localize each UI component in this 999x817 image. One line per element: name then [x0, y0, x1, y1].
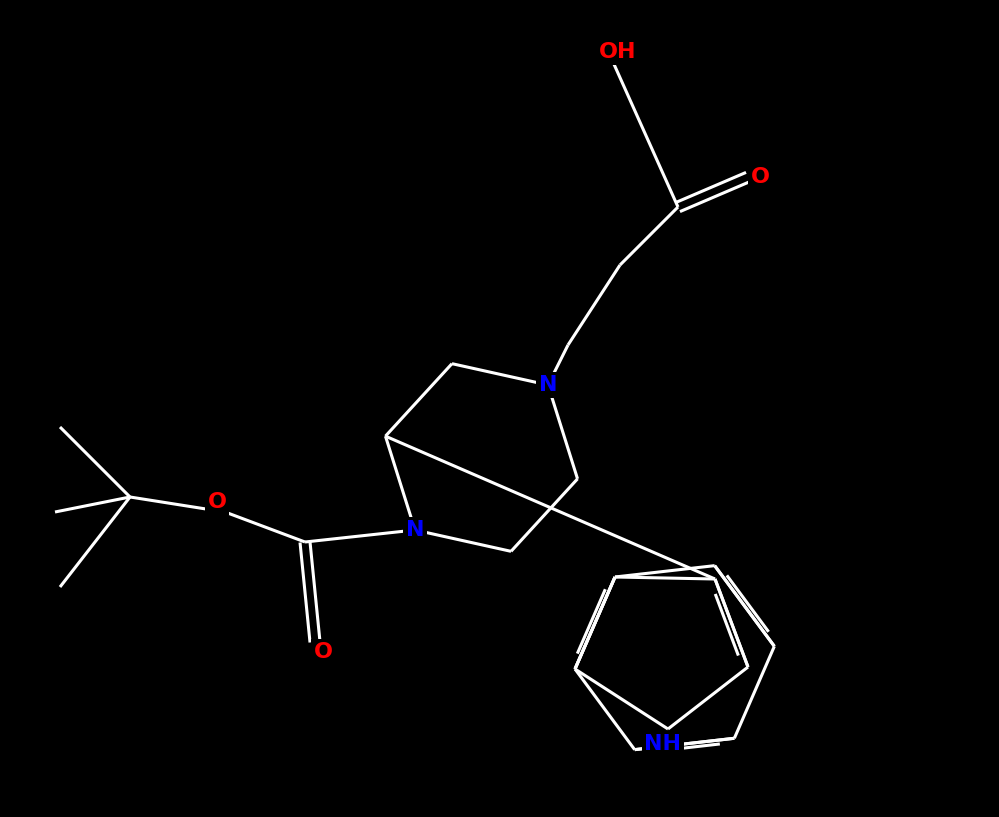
Text: OH: OH — [599, 42, 636, 62]
Text: N: N — [538, 375, 557, 395]
Text: NH: NH — [644, 734, 681, 754]
Text: O: O — [314, 642, 333, 662]
Text: N: N — [406, 520, 425, 540]
Text: O: O — [208, 492, 227, 512]
Text: O: O — [750, 167, 769, 187]
